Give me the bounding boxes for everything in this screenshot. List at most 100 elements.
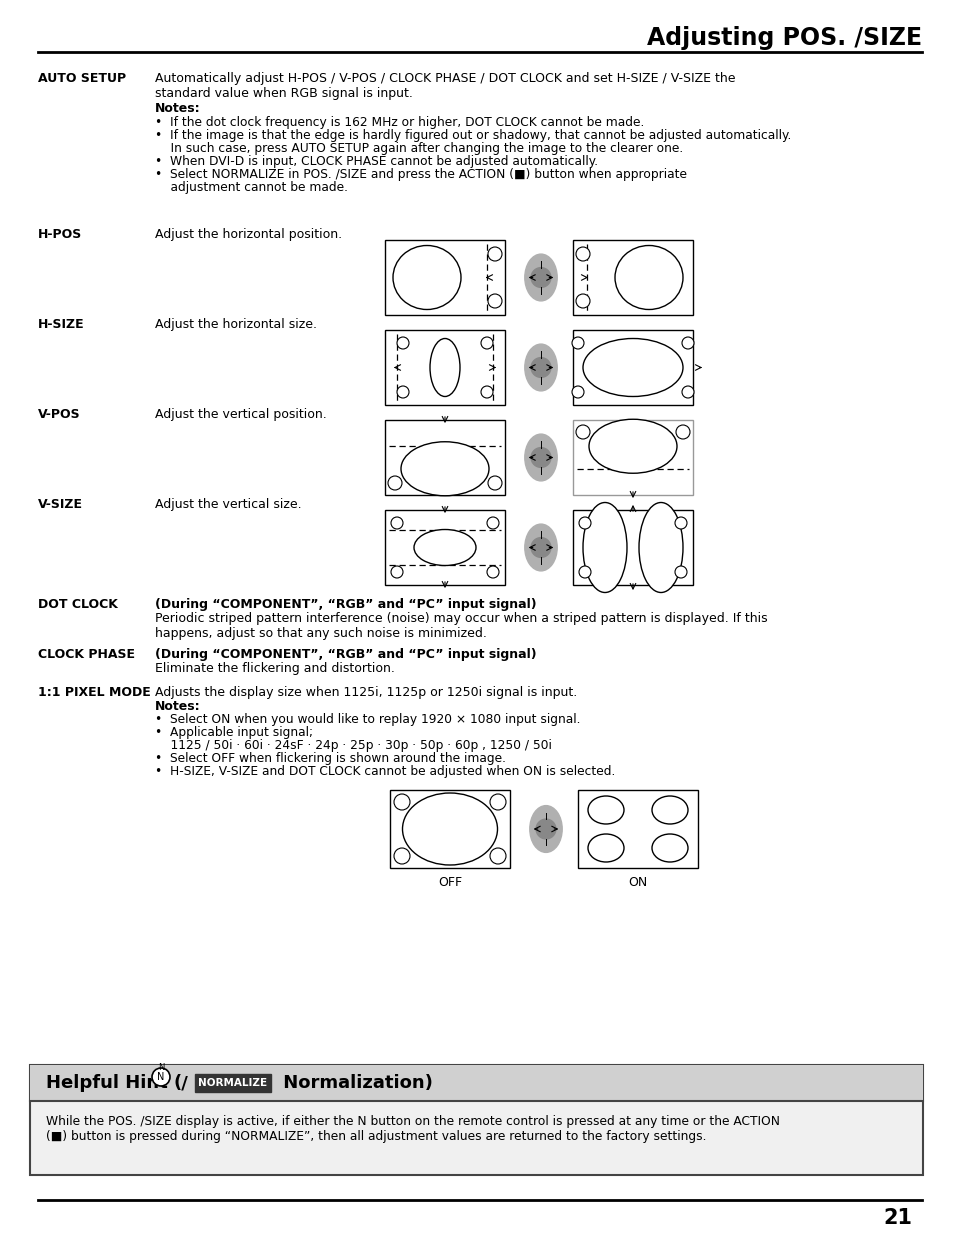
Bar <box>573 420 692 495</box>
Text: /: / <box>174 1074 193 1092</box>
Circle shape <box>480 337 493 350</box>
Ellipse shape <box>402 793 497 864</box>
Text: While the POS. /SIZE display is active, if either the N button on the remote con: While the POS. /SIZE display is active, … <box>46 1115 780 1144</box>
Text: Adjusting POS. /SIZE: Adjusting POS. /SIZE <box>646 26 921 49</box>
Bar <box>573 510 692 585</box>
Circle shape <box>486 566 498 578</box>
Ellipse shape <box>651 834 687 862</box>
Text: •  If the dot clock frequency is 162 MHz or higher, DOT CLOCK cannot be made.: • If the dot clock frequency is 162 MHz … <box>154 116 643 128</box>
Text: V-SIZE: V-SIZE <box>38 498 83 511</box>
Text: H-SIZE: H-SIZE <box>38 317 85 331</box>
Text: (During “COMPONENT”, “RGB” and “PC” input signal): (During “COMPONENT”, “RGB” and “PC” inpu… <box>154 648 536 661</box>
Text: Adjust the horizontal size.: Adjust the horizontal size. <box>154 317 316 331</box>
Circle shape <box>572 387 583 398</box>
Bar <box>573 330 692 405</box>
Text: (During “COMPONENT”, “RGB” and “PC” input signal): (During “COMPONENT”, “RGB” and “PC” inpu… <box>154 598 536 611</box>
Bar <box>385 330 504 405</box>
Text: DOT CLOCK: DOT CLOCK <box>38 598 118 611</box>
Text: Eliminate the flickering and distortion.: Eliminate the flickering and distortion. <box>154 662 395 676</box>
Text: 1125 / 50i · 60i · 24sF · 24p · 25p · 30p · 50p · 60p , 1250 / 50i: 1125 / 50i · 60i · 24sF · 24p · 25p · 30… <box>154 739 551 752</box>
Circle shape <box>490 794 505 810</box>
Text: Adjust the vertical size.: Adjust the vertical size. <box>154 498 301 511</box>
Circle shape <box>490 848 505 864</box>
Text: N: N <box>157 1063 164 1072</box>
Text: •  Select NORMALIZE in POS. /SIZE and press the ACTION (■) button when appropria: • Select NORMALIZE in POS. /SIZE and pre… <box>154 168 686 182</box>
Text: NORMALIZE: NORMALIZE <box>198 1078 267 1088</box>
Circle shape <box>488 294 501 308</box>
Circle shape <box>394 794 410 810</box>
Circle shape <box>486 517 498 529</box>
Ellipse shape <box>529 805 561 852</box>
Circle shape <box>675 517 686 529</box>
Bar <box>30 1065 923 1174</box>
Ellipse shape <box>587 797 623 824</box>
Text: Automatically adjust H-POS / V-POS / CLOCK PHASE / DOT CLOCK and set H-SIZE / V-: Automatically adjust H-POS / V-POS / CLO… <box>154 72 735 100</box>
Text: adjustment cannot be made.: adjustment cannot be made. <box>154 182 348 194</box>
Ellipse shape <box>639 503 682 593</box>
Circle shape <box>681 337 693 350</box>
Ellipse shape <box>582 503 626 593</box>
Text: 21: 21 <box>882 1208 911 1228</box>
Text: Normalization): Normalization) <box>276 1074 433 1092</box>
Circle shape <box>396 387 409 398</box>
Circle shape <box>394 848 410 864</box>
Circle shape <box>576 425 589 438</box>
Circle shape <box>578 566 590 578</box>
Circle shape <box>576 294 589 308</box>
Text: 1:1 PIXEL MODE: 1:1 PIXEL MODE <box>38 685 151 699</box>
Circle shape <box>531 537 550 557</box>
Ellipse shape <box>651 797 687 824</box>
Ellipse shape <box>587 834 623 862</box>
Ellipse shape <box>524 345 557 391</box>
Text: •  Select OFF when flickering is shown around the image.: • Select OFF when flickering is shown ar… <box>154 752 505 764</box>
Text: Helpful Hint (: Helpful Hint ( <box>46 1074 182 1092</box>
Circle shape <box>391 566 402 578</box>
Ellipse shape <box>414 530 476 566</box>
Ellipse shape <box>430 338 459 396</box>
Text: Notes:: Notes: <box>154 103 200 115</box>
Ellipse shape <box>588 419 677 473</box>
Text: Notes:: Notes: <box>154 700 200 713</box>
Ellipse shape <box>400 442 489 495</box>
Text: H-POS: H-POS <box>38 228 82 241</box>
Bar <box>385 240 504 315</box>
Text: N: N <box>157 1072 165 1082</box>
Text: •  Select ON when you would like to replay 1920 × 1080 input signal.: • Select ON when you would like to repla… <box>154 713 579 726</box>
Ellipse shape <box>615 246 682 310</box>
Ellipse shape <box>582 338 682 396</box>
Circle shape <box>488 475 501 490</box>
Circle shape <box>488 247 501 261</box>
Text: •  Applicable input signal;: • Applicable input signal; <box>154 726 313 739</box>
Text: In such case, press AUTO SETUP again after changing the image to the clearer one: In such case, press AUTO SETUP again aft… <box>154 142 682 156</box>
Bar <box>194 1074 271 1092</box>
Ellipse shape <box>524 524 557 571</box>
Circle shape <box>152 1068 170 1086</box>
Circle shape <box>531 447 550 467</box>
Text: V-POS: V-POS <box>38 408 81 421</box>
Text: •  H-SIZE, V-SIZE and DOT CLOCK cannot be adjusted when ON is selected.: • H-SIZE, V-SIZE and DOT CLOCK cannot be… <box>154 764 615 778</box>
Text: •  When DVI-D is input, CLOCK PHASE cannot be adjusted automatically.: • When DVI-D is input, CLOCK PHASE canno… <box>154 156 598 168</box>
Circle shape <box>675 566 686 578</box>
Circle shape <box>480 387 493 398</box>
Circle shape <box>391 517 402 529</box>
Bar <box>30 1065 923 1100</box>
Bar <box>390 790 510 868</box>
Circle shape <box>681 387 693 398</box>
Circle shape <box>578 517 590 529</box>
Ellipse shape <box>524 433 557 480</box>
Text: OFF: OFF <box>437 876 461 889</box>
Text: AUTO SETUP: AUTO SETUP <box>38 72 126 85</box>
Bar <box>385 510 504 585</box>
Bar <box>578 790 698 868</box>
Text: •  If the image is that the edge is hardly figured out or shadowy, that cannot b: • If the image is that the edge is hardl… <box>154 128 791 142</box>
Circle shape <box>396 337 409 350</box>
Text: CLOCK PHASE: CLOCK PHASE <box>38 648 135 661</box>
Circle shape <box>536 819 556 839</box>
Circle shape <box>576 247 589 261</box>
Ellipse shape <box>393 246 460 310</box>
Bar <box>385 420 504 495</box>
Text: Adjusts the display size when 1125i, 1125p or 1250i signal is input.: Adjusts the display size when 1125i, 112… <box>154 685 577 699</box>
Circle shape <box>531 358 550 378</box>
Circle shape <box>388 475 401 490</box>
Text: Adjust the horizontal position.: Adjust the horizontal position. <box>154 228 342 241</box>
